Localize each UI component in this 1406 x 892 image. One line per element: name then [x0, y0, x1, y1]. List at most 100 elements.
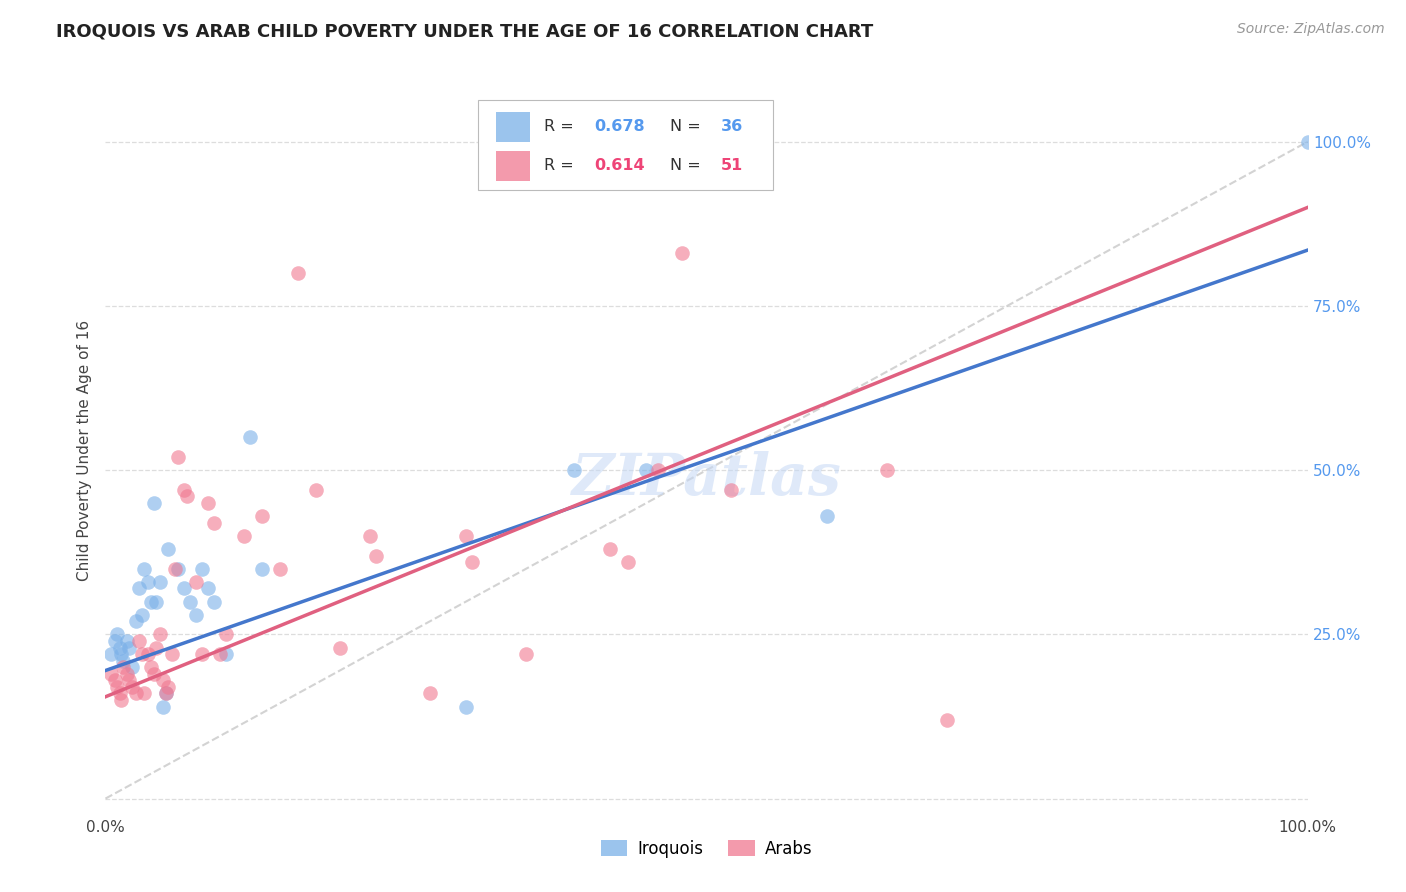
Point [121, 680, 143, 694]
Point [287, 266, 309, 280]
Text: IROQUOIS VS ARAB CHILD POVERTY UNDER THE AGE OF 16 CORRELATION CHART: IROQUOIS VS ARAB CHILD POVERTY UNDER THE… [56, 22, 873, 40]
Point [142, 666, 165, 681]
Point [121, 660, 143, 674]
Text: N =: N = [671, 120, 706, 135]
Point [214, 627, 236, 641]
Point [197, 582, 219, 596]
Point [112, 660, 135, 674]
Point [156, 541, 179, 556]
Text: 0.614: 0.614 [595, 159, 645, 173]
Point [617, 555, 640, 569]
Point [107, 680, 129, 694]
Point [118, 640, 141, 655]
Point [145, 640, 167, 655]
Point [104, 673, 127, 688]
Point [155, 686, 177, 700]
Legend: Iroquois, Arabs: Iroquois, Arabs [593, 833, 820, 865]
Point [104, 634, 127, 648]
Point [156, 680, 179, 694]
Point [128, 582, 150, 596]
Point [190, 562, 212, 576]
Point [305, 483, 328, 497]
Point [136, 574, 159, 589]
Point [936, 713, 959, 727]
Point [636, 463, 658, 477]
Point [166, 450, 188, 464]
Point [214, 647, 236, 661]
FancyBboxPatch shape [478, 100, 773, 190]
Point [184, 574, 207, 589]
Point [100, 647, 122, 661]
Point [815, 509, 838, 524]
Point [131, 607, 153, 622]
Point [419, 686, 441, 700]
Point [108, 640, 131, 655]
Point [202, 516, 225, 530]
Point [269, 562, 291, 576]
Point [179, 594, 201, 608]
Point [148, 574, 170, 589]
Point [100, 666, 122, 681]
Point [115, 666, 138, 681]
Point [124, 686, 146, 700]
Point [165, 562, 187, 576]
Point [250, 562, 273, 576]
Point [155, 686, 177, 700]
Text: ZIPatlas: ZIPatlas [572, 451, 841, 508]
Point [110, 647, 132, 661]
Point [647, 463, 669, 477]
Text: R =: R = [544, 159, 579, 173]
Point [112, 654, 135, 668]
Point [720, 483, 742, 497]
Point [562, 463, 585, 477]
Point [132, 562, 155, 576]
Point [359, 529, 381, 543]
Point [124, 614, 146, 628]
Point [139, 660, 162, 674]
Point [160, 647, 183, 661]
Point [173, 483, 195, 497]
Point [173, 582, 195, 596]
Point [110, 693, 132, 707]
Point [136, 647, 159, 661]
Point [148, 627, 170, 641]
Text: N =: N = [671, 159, 706, 173]
Point [876, 463, 898, 477]
Point [176, 490, 198, 504]
Point [515, 647, 537, 661]
Y-axis label: Child Poverty Under the Age of 16: Child Poverty Under the Age of 16 [76, 320, 91, 581]
Point [139, 594, 162, 608]
Point [145, 594, 167, 608]
Point [152, 699, 174, 714]
Text: 51: 51 [721, 159, 744, 173]
Point [364, 549, 387, 563]
Point [208, 647, 231, 661]
FancyBboxPatch shape [496, 151, 530, 181]
Text: Source: ZipAtlas.com: Source: ZipAtlas.com [1237, 22, 1385, 37]
Point [132, 686, 155, 700]
Point [190, 647, 212, 661]
Point [454, 529, 477, 543]
Point [166, 562, 188, 576]
Point [239, 430, 262, 444]
Text: 36: 36 [721, 120, 744, 135]
Point [329, 640, 352, 655]
FancyBboxPatch shape [496, 112, 530, 142]
Point [128, 634, 150, 648]
Point [671, 246, 693, 260]
Point [250, 509, 273, 524]
Text: R =: R = [544, 120, 579, 135]
Point [131, 647, 153, 661]
Point [108, 686, 131, 700]
Point [115, 634, 138, 648]
Point [152, 673, 174, 688]
Point [202, 594, 225, 608]
Point [197, 496, 219, 510]
Point [184, 607, 207, 622]
Point [118, 673, 141, 688]
Point [461, 555, 484, 569]
Point [1296, 135, 1319, 149]
Point [454, 699, 477, 714]
Text: 0.678: 0.678 [595, 120, 645, 135]
Point [599, 541, 621, 556]
